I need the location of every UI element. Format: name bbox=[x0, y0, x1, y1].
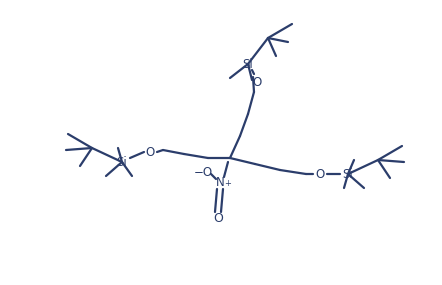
Text: O: O bbox=[316, 168, 324, 180]
Text: Si: Si bbox=[117, 156, 127, 168]
Text: N: N bbox=[216, 176, 225, 188]
Text: Si: Si bbox=[243, 58, 253, 70]
Text: Si: Si bbox=[343, 168, 353, 180]
Text: +: + bbox=[225, 179, 232, 188]
Text: O: O bbox=[213, 211, 223, 225]
Text: O: O bbox=[252, 76, 262, 89]
Text: −O: −O bbox=[194, 166, 213, 178]
Text: O: O bbox=[145, 146, 155, 158]
